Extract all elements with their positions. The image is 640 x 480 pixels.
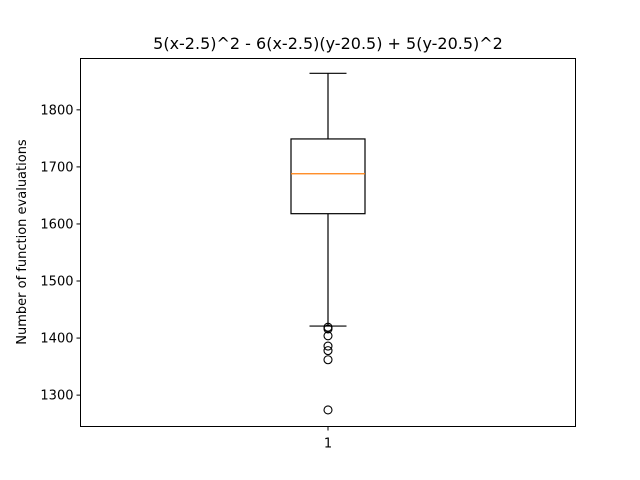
outlier-point	[323, 341, 333, 351]
y-tick-label: 1400	[40, 332, 73, 347]
outlier-point	[323, 331, 333, 341]
y-tick-label: 1300	[40, 389, 73, 404]
plot-frame	[80, 58, 576, 427]
y-tick-label: 1500	[40, 275, 73, 290]
y-axis-label: Number of function evaluations	[15, 139, 30, 345]
outlier-point	[323, 346, 333, 356]
x-tick-label: 1	[324, 437, 332, 452]
outlier-point	[323, 355, 333, 365]
interquartile-box	[290, 138, 366, 215]
outlier-point	[323, 405, 333, 415]
y-tick-label: 1700	[40, 160, 73, 175]
outlier-point	[323, 324, 333, 334]
chart-title: 5(x-2.5)^2 - 6(x-2.5)(y-20.5) + 5(y-20.5…	[153, 34, 503, 53]
y-tick-label: 1800	[40, 103, 73, 118]
y-tick-label: 1600	[40, 217, 73, 232]
